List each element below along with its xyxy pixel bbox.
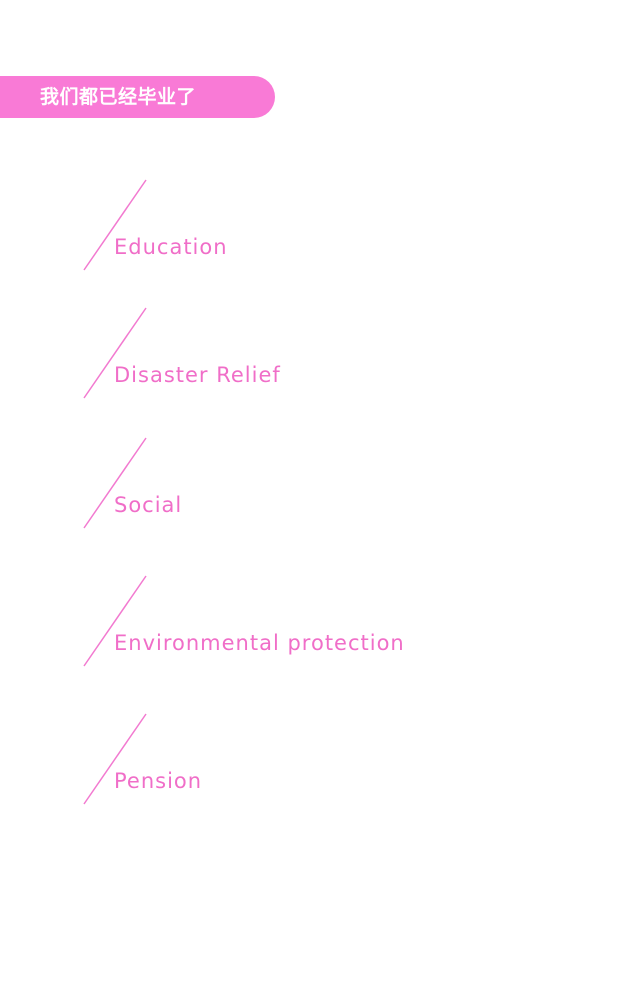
category-item-pension[interactable]: Pension <box>80 712 440 808</box>
header-banner: 我们都已经毕业了 <box>0 76 275 118</box>
slash-divider-icon <box>83 575 147 667</box>
category-item-education[interactable]: Education <box>80 178 440 274</box>
slash-divider-icon <box>83 437 147 529</box>
slash-divider-icon <box>83 307 147 399</box>
category-label: Disaster Relief <box>114 363 281 387</box>
category-item-disaster-relief[interactable]: Disaster Relief <box>80 306 440 402</box>
category-label: Social <box>114 493 183 517</box>
category-label: Pension <box>114 769 203 793</box>
category-item-environmental-protection[interactable]: Environmental protection <box>80 574 440 670</box>
category-label: Environmental protection <box>114 631 405 655</box>
slash-divider-icon <box>83 713 147 805</box>
page-title: 我们都已经毕业了 <box>40 86 197 108</box>
slash-divider-icon <box>83 179 147 271</box>
category-item-social[interactable]: Social <box>80 436 440 532</box>
category-label: Education <box>114 235 228 259</box>
